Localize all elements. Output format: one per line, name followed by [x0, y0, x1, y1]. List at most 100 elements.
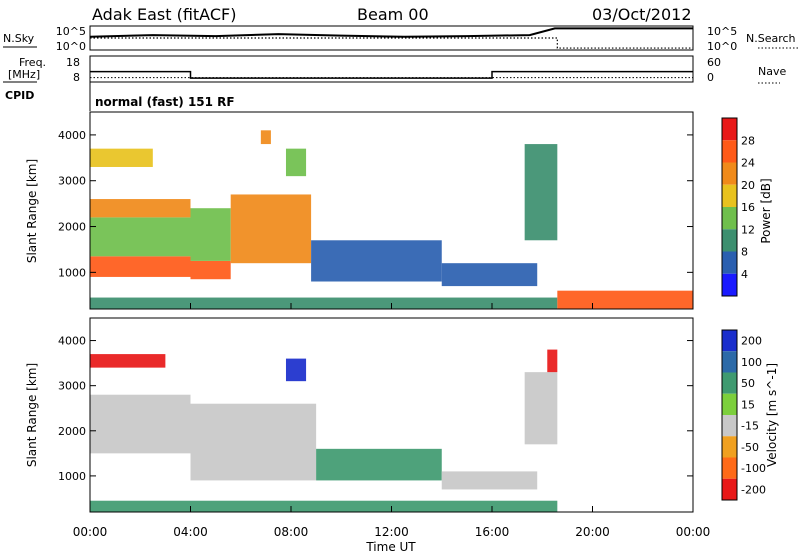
freq-right-tick-high: 60: [707, 56, 721, 69]
velocity-panel: 1000 2000 3000 4000 Slant Range [km] 200 100…: [25, 303, 779, 554]
frequency-frame: [89, 55, 694, 83]
x-tick-label: 00:00: [676, 525, 711, 539]
colorbar-tick-label: 4: [741, 268, 748, 281]
freq-right-tick-low: 0: [707, 71, 714, 84]
frequency-series: [90, 70, 693, 79]
noise-left-tick-low: 10^0: [56, 40, 86, 53]
colorbar-segment: [722, 393, 737, 415]
data-cell: [524, 372, 558, 445]
velocity-ylabel: Slant Range [km]: [25, 363, 39, 467]
cpid-text: normal (fast) 151 RF: [95, 95, 235, 109]
power-panel: 1000 2000 3000 4000 Slant Range [km] 4 8 12 16…: [25, 111, 773, 310]
velocity-colorbar-label: Velocity [m s^-1]: [765, 363, 779, 467]
noise-left-tick-high: 10^5: [56, 25, 86, 38]
noise-right-tick-high: 10^5: [707, 25, 737, 38]
data-cell: [311, 240, 442, 282]
x-tick-label: 04:00: [173, 525, 208, 539]
data-cell: [190, 260, 231, 280]
colorbar-tick-label: -50: [741, 441, 759, 454]
y-tick-label: 3000: [58, 175, 86, 188]
noise-right-label: N.Search: [746, 32, 796, 45]
data-cell: [230, 194, 312, 264]
data-cell: [285, 358, 307, 382]
colorbar-segment: [722, 478, 737, 500]
data-cell: [441, 471, 538, 490]
y-tick-label: 2000: [58, 425, 86, 438]
freq-left-tick-high: 18: [66, 56, 80, 69]
y-tick-label: 4000: [58, 335, 86, 348]
beam-label: Beam 00: [357, 5, 429, 24]
colorbar-tick-label: 100: [741, 356, 762, 369]
x-tick-label: 20:00: [575, 525, 610, 539]
colorbar-segment: [722, 372, 737, 394]
data-cell: [260, 130, 271, 145]
data-cell: [557, 290, 693, 309]
data-cell: [547, 349, 558, 373]
power-data-cells: [90, 130, 693, 309]
x-tick-label: 08:00: [274, 525, 309, 539]
data-cell: [190, 208, 231, 261]
data-cell: [90, 354, 166, 368]
time-x-ticks: 00:00 04:00 08:00 12:00 16:00 20:00 00:00: [73, 303, 711, 539]
colorbar-tick-label: 20: [741, 179, 755, 192]
colorbar-tick-label: 24: [741, 157, 755, 170]
velocity-colorbar: 200 100 50 15 -15 -50 -100 -200: [721, 329, 766, 501]
velocity-data-cells: [90, 349, 558, 512]
colorbar-tick-label: 200: [741, 335, 762, 348]
x-tick-label: 16:00: [475, 525, 510, 539]
data-cell: [90, 256, 191, 277]
y-tick-label: 3000: [58, 380, 86, 393]
noise-left-label: N.Sky: [3, 32, 35, 45]
station-title: Adak East (fitACF): [92, 5, 236, 24]
data-cell: [90, 394, 191, 454]
colorbar-segment: [722, 436, 737, 458]
cpid-label: CPID: [5, 89, 34, 102]
colorbar-segment: [722, 251, 737, 274]
freq-left-tick-low: 8: [73, 71, 80, 84]
colorbar-tick-label: 8: [741, 246, 748, 259]
power-y-ticks: 1000 2000 3000 4000: [58, 129, 693, 279]
noise-series-line: [89, 27, 693, 38]
freq-left-label: Freq.: [19, 56, 46, 69]
velocity-y-ticks: 1000 2000 3000 4000: [58, 335, 693, 483]
freq-right-label: Nave: [758, 65, 786, 78]
noise-right-tick-low: 10^0: [707, 40, 737, 53]
colorbar-segment: [722, 229, 737, 252]
x-tick-label: 12:00: [374, 525, 409, 539]
data-cell: [90, 199, 191, 218]
colorbar-tick-label: 16: [741, 201, 755, 214]
freq-left-unit: [MHz]: [8, 68, 40, 81]
data-cell: [190, 403, 317, 481]
time-xlabel: Time UT: [365, 540, 416, 554]
y-tick-label: 4000: [58, 129, 86, 142]
freq-series-line: [90, 70, 693, 79]
power-ylabel: Slant Range [km]: [25, 159, 39, 263]
data-cell: [316, 448, 442, 481]
colorbar-segment: [722, 118, 737, 141]
data-cell: [90, 148, 153, 167]
data-cell: [90, 500, 558, 512]
colorbar-tick-label: -100: [741, 462, 766, 475]
colorbar-frame: [721, 329, 738, 501]
date-label: 03/Oct/2012: [592, 5, 692, 24]
colorbar-tick-label: -15: [741, 420, 759, 433]
noise-series: [89, 27, 693, 49]
data-cell: [90, 297, 558, 309]
power-colorbar: 4 8 12 16 20 24 28: [721, 117, 755, 297]
colorbar-segment: [722, 415, 737, 437]
colorbar-segment: [722, 351, 737, 373]
y-tick-label: 1000: [58, 470, 86, 483]
y-tick-label: 2000: [58, 221, 86, 234]
colorbar-tick-label: 15: [741, 398, 755, 411]
colorbar-segment: [722, 162, 737, 185]
colorbar-tick-label: 50: [741, 377, 755, 390]
colorbar-segment: [722, 207, 737, 230]
power-colorbar-label: Power [dB]: [759, 178, 773, 243]
colorbar-segment: [722, 273, 737, 296]
colorbar-tick-label: -200: [741, 483, 766, 496]
colorbar-segment: [722, 457, 737, 479]
data-cell: [285, 148, 307, 177]
data-cell: [90, 217, 191, 257]
colorbar-segment: [722, 184, 737, 207]
